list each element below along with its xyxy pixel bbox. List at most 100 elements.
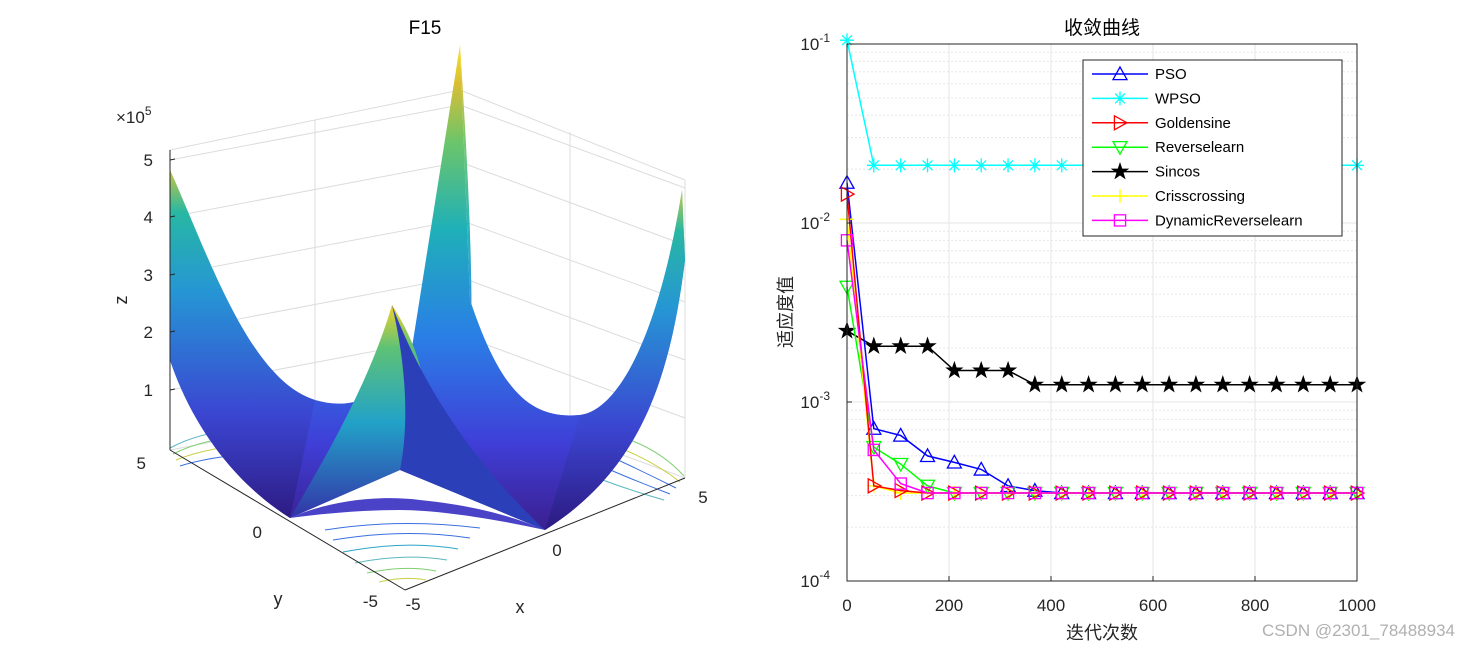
data-point <box>1297 486 1310 500</box>
plot-box <box>846 43 1358 582</box>
y-tick-label: 5 <box>137 454 146 473</box>
z-tick-label: 4 <box>144 208 153 227</box>
legend-label: Reverselearn <box>1155 139 1244 156</box>
y-tick-base: 10 <box>800 572 819 591</box>
data-point <box>1111 140 1129 156</box>
surface-mesh <box>170 45 685 530</box>
data-point <box>1113 214 1127 227</box>
x-tick-label: 1000 <box>1338 596 1376 615</box>
data-point <box>947 158 962 173</box>
legend-item: WPSO <box>1092 90 1201 107</box>
legend-box <box>1082 59 1343 237</box>
data-point <box>1160 375 1179 393</box>
data-point <box>1111 65 1129 81</box>
data-point <box>840 186 856 203</box>
y-tick-base: 10 <box>800 214 819 233</box>
legend-item: Goldensine <box>1092 114 1231 132</box>
z-tick-label: 3 <box>144 266 153 285</box>
data-point <box>1189 486 1203 500</box>
series-line <box>846 240 1357 494</box>
x-axis-label: x <box>516 597 525 617</box>
data-point <box>948 486 961 500</box>
data-point <box>919 447 936 463</box>
data-point <box>894 477 907 490</box>
legend-label: WPSO <box>1155 90 1201 107</box>
x-tick-label: 0 <box>842 596 851 615</box>
legend-item: DynamicReverselearn <box>1092 212 1303 229</box>
data-point <box>892 457 909 473</box>
data-point <box>1109 486 1122 500</box>
z-axis-label: z <box>111 296 131 305</box>
legend-label: PSO <box>1155 66 1187 83</box>
data-point <box>893 486 908 501</box>
data-point <box>1052 375 1071 393</box>
data-point <box>1110 161 1130 180</box>
data-point <box>1025 375 1044 393</box>
data-point <box>972 360 991 379</box>
x-axis-label: 迭代次数 <box>1066 623 1138 643</box>
data-point <box>921 486 934 500</box>
x-tick-label: 600 <box>1139 596 1167 615</box>
data-point <box>1113 189 1127 203</box>
data-point <box>945 360 964 379</box>
data-point <box>918 336 937 354</box>
legend-item: PSO <box>1092 65 1187 83</box>
data-point <box>920 158 935 173</box>
axes-3d <box>169 150 686 591</box>
data-point <box>1001 158 1016 173</box>
data-point <box>974 158 989 173</box>
data-point <box>998 360 1018 379</box>
data-point <box>1267 375 1286 393</box>
data-point <box>893 158 908 173</box>
y-tick-label: 10-2 <box>800 210 830 233</box>
z-multiplier-exp: 5 <box>145 104 152 118</box>
data-point <box>1082 486 1095 500</box>
legend-label: Crisscrossing <box>1155 188 1245 205</box>
data-point <box>1240 375 1259 393</box>
y-tick-exp: -4 <box>819 568 830 582</box>
x-tick-label: 400 <box>1037 596 1065 615</box>
y-tick-label: 10-3 <box>800 389 830 412</box>
convergence-title: 收敛曲线 <box>1064 17 1140 39</box>
series-dynamicreverselearn <box>840 234 1364 500</box>
data-point <box>1113 114 1129 131</box>
x-tick-label: 800 <box>1241 596 1269 615</box>
z-tick-label: 1 <box>144 381 153 400</box>
data-point <box>1027 158 1042 173</box>
y-tick-base: 10 <box>800 393 819 412</box>
data-point <box>973 461 990 476</box>
data-point <box>1001 486 1015 500</box>
y-tick-label: 0 <box>253 523 262 542</box>
surface-title: F15 <box>409 18 442 39</box>
legend-item: Sincos <box>1092 161 1200 181</box>
data-point <box>1113 91 1127 106</box>
y-axis-label: 适应度值 <box>776 276 796 348</box>
z-tick-label: 2 <box>144 323 153 342</box>
y-tick-exp: -2 <box>819 210 830 224</box>
data-point <box>1079 375 1098 393</box>
y-tick-base: 10 <box>800 35 819 54</box>
legend-label: Goldensine <box>1155 115 1231 132</box>
legend-item: Crisscrossing <box>1092 188 1245 205</box>
data-point <box>866 158 881 173</box>
data-point <box>1243 486 1256 500</box>
data-point <box>867 477 883 494</box>
y-tick-label: 10-1 <box>800 31 830 54</box>
data-point <box>1320 375 1340 393</box>
data-point <box>867 443 881 457</box>
data-point <box>892 427 909 442</box>
data-point <box>1135 486 1149 500</box>
data-point <box>1028 486 1042 500</box>
y-axis-label: y <box>274 589 283 609</box>
legend-item: Reverselearn <box>1092 139 1244 156</box>
legend: PSO WPSO Goldensine Reverselearn Sincos Criss… <box>1082 59 1343 237</box>
legend-label: DynamicReverselearn <box>1155 212 1303 229</box>
data-point <box>864 336 883 354</box>
data-point <box>974 486 988 500</box>
y-tick-exp: -3 <box>819 389 830 403</box>
z-multiplier-base: ×10 <box>116 108 145 127</box>
data-point <box>1323 486 1337 500</box>
data-point <box>1133 375 1152 393</box>
